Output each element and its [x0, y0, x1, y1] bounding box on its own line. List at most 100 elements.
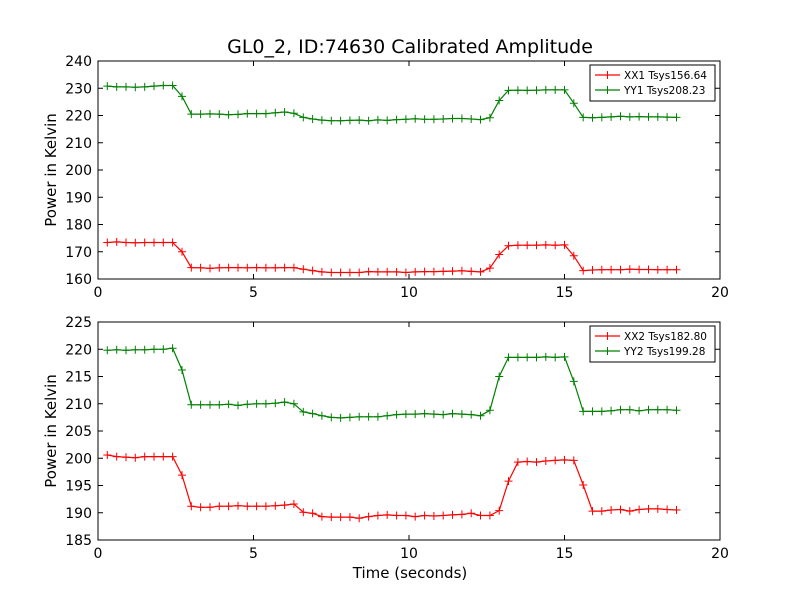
data-point — [551, 241, 560, 250]
data-point — [551, 353, 560, 362]
data-point — [607, 265, 616, 274]
data-point — [569, 456, 578, 465]
data-point — [439, 115, 448, 123]
x-tick-label: 20 — [711, 546, 729, 562]
data-point — [504, 241, 513, 250]
data-point — [485, 264, 494, 273]
data-point — [625, 405, 634, 414]
data-point — [206, 264, 214, 273]
data-point — [373, 412, 382, 421]
data-point — [289, 399, 298, 408]
data-point — [523, 353, 532, 362]
data-point — [243, 400, 252, 409]
data-point — [401, 511, 410, 520]
data-point — [122, 346, 130, 355]
data-point — [196, 400, 205, 409]
data-point — [597, 113, 606, 122]
data-point — [457, 114, 466, 123]
data-point — [122, 453, 130, 462]
data-point — [457, 266, 466, 275]
data-point — [224, 263, 233, 272]
y-tick-label: 220 — [65, 342, 92, 358]
data-point — [569, 99, 578, 108]
data-point — [672, 265, 681, 274]
data-point — [513, 458, 522, 467]
data-point — [495, 96, 504, 105]
legend-label: YY2 Tsys199.28 — [623, 346, 705, 358]
data-point — [308, 266, 317, 275]
data-point — [261, 109, 270, 118]
legend-box — [589, 325, 716, 363]
data-point — [635, 505, 644, 514]
legend-label: XX2 Tsys182.80 — [624, 331, 707, 343]
data-point — [476, 267, 485, 276]
bottom-plot: 0 5 10 15 20 185 190 195 200 205 210 215 220 225 Power… — [42, 315, 729, 562]
y-tick-label: 190 — [65, 506, 92, 522]
data-point — [411, 512, 420, 521]
data-point — [206, 503, 214, 512]
data-point — [280, 263, 289, 272]
data-point — [196, 503, 205, 512]
data-point — [616, 505, 625, 514]
y-tick-label: 160 — [65, 272, 92, 288]
data-point — [411, 267, 420, 276]
data-point — [560, 352, 569, 361]
data-point — [234, 263, 242, 272]
legend-label: YY1 Tsys208.23 — [623, 85, 705, 97]
data-point — [234, 501, 242, 510]
data-point — [495, 506, 504, 515]
data-point — [112, 237, 121, 246]
data-point — [579, 481, 588, 489]
data-point — [383, 510, 392, 519]
data-point — [299, 508, 308, 517]
data-point — [625, 265, 634, 274]
data-point — [252, 399, 261, 408]
data-point — [224, 502, 233, 511]
data-point — [401, 268, 410, 277]
data-point — [140, 82, 149, 91]
data-point — [178, 92, 186, 101]
data-point — [597, 407, 606, 416]
data-point — [261, 263, 270, 272]
data-point — [317, 267, 326, 276]
data-point — [392, 267, 401, 276]
data-point — [439, 267, 448, 276]
data-point — [616, 265, 625, 274]
data-point — [513, 353, 522, 362]
data-point — [560, 85, 569, 94]
data-point — [579, 113, 588, 122]
data-point — [345, 513, 354, 522]
data-point — [541, 457, 550, 465]
data-point — [607, 406, 616, 415]
y-tick-label: 230 — [65, 81, 92, 97]
data-point — [289, 109, 298, 118]
data-point — [224, 110, 233, 119]
data-point — [271, 263, 280, 272]
data-point — [299, 113, 308, 122]
y-tick-label: 220 — [65, 109, 92, 125]
x-tick-label: 10 — [400, 285, 418, 301]
x-tick-label: 10 — [400, 546, 418, 562]
x-tick-label: 20 — [711, 285, 729, 301]
data-point — [355, 268, 364, 277]
data-point — [523, 457, 532, 466]
data-point — [373, 115, 382, 124]
data-point — [271, 399, 280, 408]
data-point — [364, 267, 373, 276]
data-point — [215, 502, 224, 511]
data-point — [159, 452, 168, 461]
legend-label: XX1 Tsys156.64 — [624, 70, 707, 82]
data-point — [420, 115, 429, 124]
data-point — [345, 268, 354, 277]
data-point — [187, 502, 196, 511]
data-point — [448, 267, 457, 276]
data-point — [401, 115, 410, 124]
data-point — [597, 507, 606, 516]
data-point — [364, 412, 373, 421]
y-axis-label: Power in Kelvin — [42, 374, 60, 488]
data-point — [495, 250, 504, 259]
data-point — [476, 511, 485, 520]
data-point — [261, 399, 270, 408]
data-point — [150, 452, 158, 461]
data-point — [392, 115, 401, 124]
